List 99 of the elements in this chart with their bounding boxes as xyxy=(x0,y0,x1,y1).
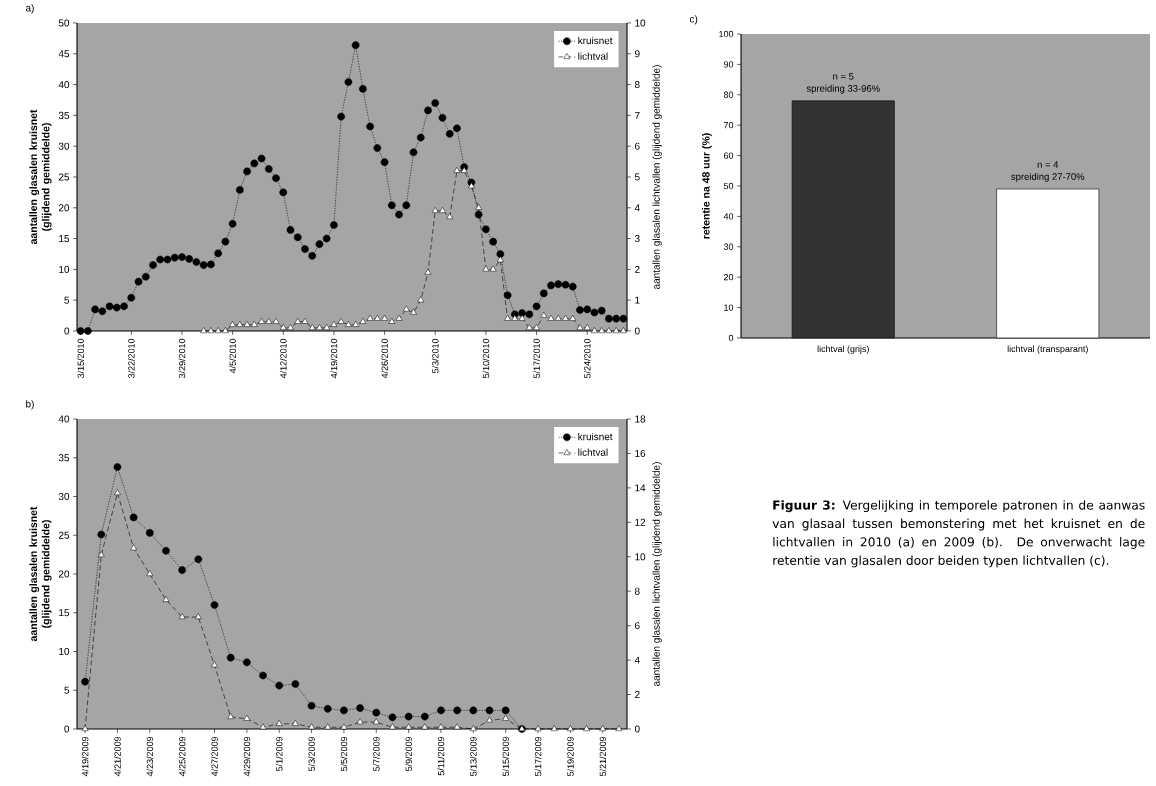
y2-tick-label: 14 xyxy=(635,484,646,492)
y-tick-label: 0 xyxy=(728,334,734,342)
text: Figuur 3: Vergelijking in temporele patronen in de aanwas van glasaal tussen bemonstering met het kruisnet en de lichtvallen in 2010 (a) en 2009 (b). De onverwacht lage retentie van glasalen door beiden typen lichtvallen (c). xyxy=(772,500,1145,568)
x-tick-label: 4/27/2009 xyxy=(211,736,218,777)
y2-tick-label: 5 xyxy=(634,173,640,181)
x-tick-label: 5/5/2009 xyxy=(340,736,348,772)
y-axis-title: aantallen glasalen kruisnet (glijdend gemiddelde) xyxy=(29,109,52,245)
y-tick-label: 0 xyxy=(64,327,70,335)
y-tick-label: 25 xyxy=(58,531,70,539)
y-tick-label: 30 xyxy=(58,142,70,150)
y-tick-label: 5 xyxy=(64,296,70,304)
x-tick-label: 4/29/2009 xyxy=(243,736,251,777)
annotation: spreiding 27-70% xyxy=(1011,173,1085,182)
x-tick-label: lichtval (transparant) xyxy=(1007,345,1088,354)
x-tick-label: 5/9/2009 xyxy=(405,736,412,772)
x-tick-label: 5/19/2009 xyxy=(567,736,574,777)
x-tick-label: 4/21/2009 xyxy=(114,736,121,777)
x-tick-label: 4/23/2009 xyxy=(146,736,154,777)
y2-tick-label: 6 xyxy=(635,622,640,630)
y-tick-label: 25 xyxy=(58,173,70,181)
y-tick-label: 40 xyxy=(58,415,70,423)
y-tick-label: 15 xyxy=(59,609,70,617)
y-tick-label: 100 xyxy=(719,30,734,38)
x-tick-label: 3/22/2010 xyxy=(127,338,135,379)
y-tick-label: 35 xyxy=(58,111,70,119)
annotation: n = 5 xyxy=(833,73,854,80)
x-tick-label: 4/25/2009 xyxy=(178,736,186,777)
chart-title: a) xyxy=(25,4,34,14)
y-tick-label: 30 xyxy=(58,492,70,501)
y-tick-label: 10 xyxy=(59,647,70,656)
y2-axis-title: aantallen glasalen lichtvallen (glijdend gemiddelde) xyxy=(652,462,662,686)
y2-tick-label: 10 xyxy=(635,19,646,27)
x-tick-label: 5/21/2009 xyxy=(599,736,607,777)
y-axis-title: aantallen glasalen kruisnet (glijdend gemiddelde) xyxy=(29,506,52,642)
y2-tick-label: 8 xyxy=(634,81,640,89)
x-tick-label: 5/3/2010 xyxy=(431,338,439,374)
x-tick-label: 5/11/2009 xyxy=(437,736,445,776)
x-tick-label: 4/19/2010 xyxy=(330,338,338,379)
y2-tick-label: 6 xyxy=(635,142,640,150)
y2-tick-label: 3 xyxy=(634,235,640,243)
y2-axis-title: aantallen glasalen lichtvallen (glijdend gemiddelde) xyxy=(652,65,662,289)
x-tick-label: 4/12/2010 xyxy=(279,338,287,379)
x-tick-label: 5/17/2009 xyxy=(534,736,542,777)
x-tick-label: 5/17/2010 xyxy=(533,338,540,379)
y-tick-label: 90 xyxy=(723,61,734,68)
y-tick-label: 15 xyxy=(59,235,70,243)
y2-tick-label: 8 xyxy=(634,587,640,595)
y-tick-label: 45 xyxy=(58,50,70,58)
y-tick-label: 60 xyxy=(723,152,734,159)
y-tick-label: 20 xyxy=(58,570,70,578)
y2-tick-label: 0 xyxy=(634,725,640,733)
y2-tick-label: 12 xyxy=(635,518,646,526)
legend-label: lichtval xyxy=(578,52,608,60)
y-tick-label: 50 xyxy=(723,182,734,190)
x-tick-label: 5/1/2009 xyxy=(275,736,283,772)
y-tick-label: 80 xyxy=(723,91,734,98)
x-tick-label: 5/7/2009 xyxy=(372,736,380,772)
y2-tick-label: 2 xyxy=(635,265,640,273)
y-tick-label: 10 xyxy=(59,265,70,273)
y-tick-label: 40 xyxy=(723,213,734,220)
annotation: spreiding 33-96% xyxy=(806,84,880,94)
y2-tick-label: 10 xyxy=(635,553,646,561)
x-tick-label: 5/24/2010 xyxy=(583,338,591,379)
legend-label: kruisnet xyxy=(578,432,613,441)
x-tick-label: 3/15/2010 xyxy=(77,338,84,379)
y2-tick-label: 4 xyxy=(634,656,640,664)
x-tick-label: 3/29/2010 xyxy=(178,338,186,379)
y-tick-label: 50 xyxy=(58,19,70,27)
x-tick-label: 5/10/2010 xyxy=(482,338,490,379)
y-tick-label: 10 xyxy=(724,304,734,311)
y-tick-label: 40 xyxy=(58,81,70,89)
x-tick-label: 5/3/2009 xyxy=(308,736,315,772)
y2-tick-label: 9 xyxy=(634,50,640,58)
y2-tick-label: 7 xyxy=(635,111,640,119)
legend-label: lichtval xyxy=(578,448,608,456)
y2-tick-label: 2 xyxy=(635,691,640,699)
y-tick-label: 70 xyxy=(723,122,734,129)
x-tick-label: 4/5/2010 xyxy=(229,338,236,374)
x-tick-label: 4/26/2010 xyxy=(381,338,388,379)
x-tick-label: lichtval (grijs) xyxy=(817,345,869,354)
x-tick-label: 5/15/2009 xyxy=(502,736,509,777)
chart-title: c) xyxy=(689,15,698,25)
y-tick-label: 20 xyxy=(58,204,70,212)
y-tick-label: 30 xyxy=(723,243,734,250)
chart-title: b) xyxy=(26,400,34,410)
y2-tick-label: 16 xyxy=(635,449,646,457)
y-tick-label: 20 xyxy=(723,274,734,281)
y2-tick-label: 4 xyxy=(634,204,640,212)
y2-tick-label: 18 xyxy=(635,415,646,423)
y2-tick-label: 1 xyxy=(635,296,640,304)
x-tick-label: 5/13/2009 xyxy=(470,736,477,777)
y-tick-label: 35 xyxy=(58,454,70,462)
y2-tick-label: 0 xyxy=(634,327,640,335)
annotation: n = 4 xyxy=(1037,161,1059,168)
legend-label: kruisnet xyxy=(578,36,613,45)
y-tick-label: 0 xyxy=(64,725,70,733)
y-tick-label: 5 xyxy=(64,686,70,694)
y-axis-title: retentie na 48 uur (%) xyxy=(701,133,712,239)
x-tick-label: 4/19/2009 xyxy=(81,736,89,777)
